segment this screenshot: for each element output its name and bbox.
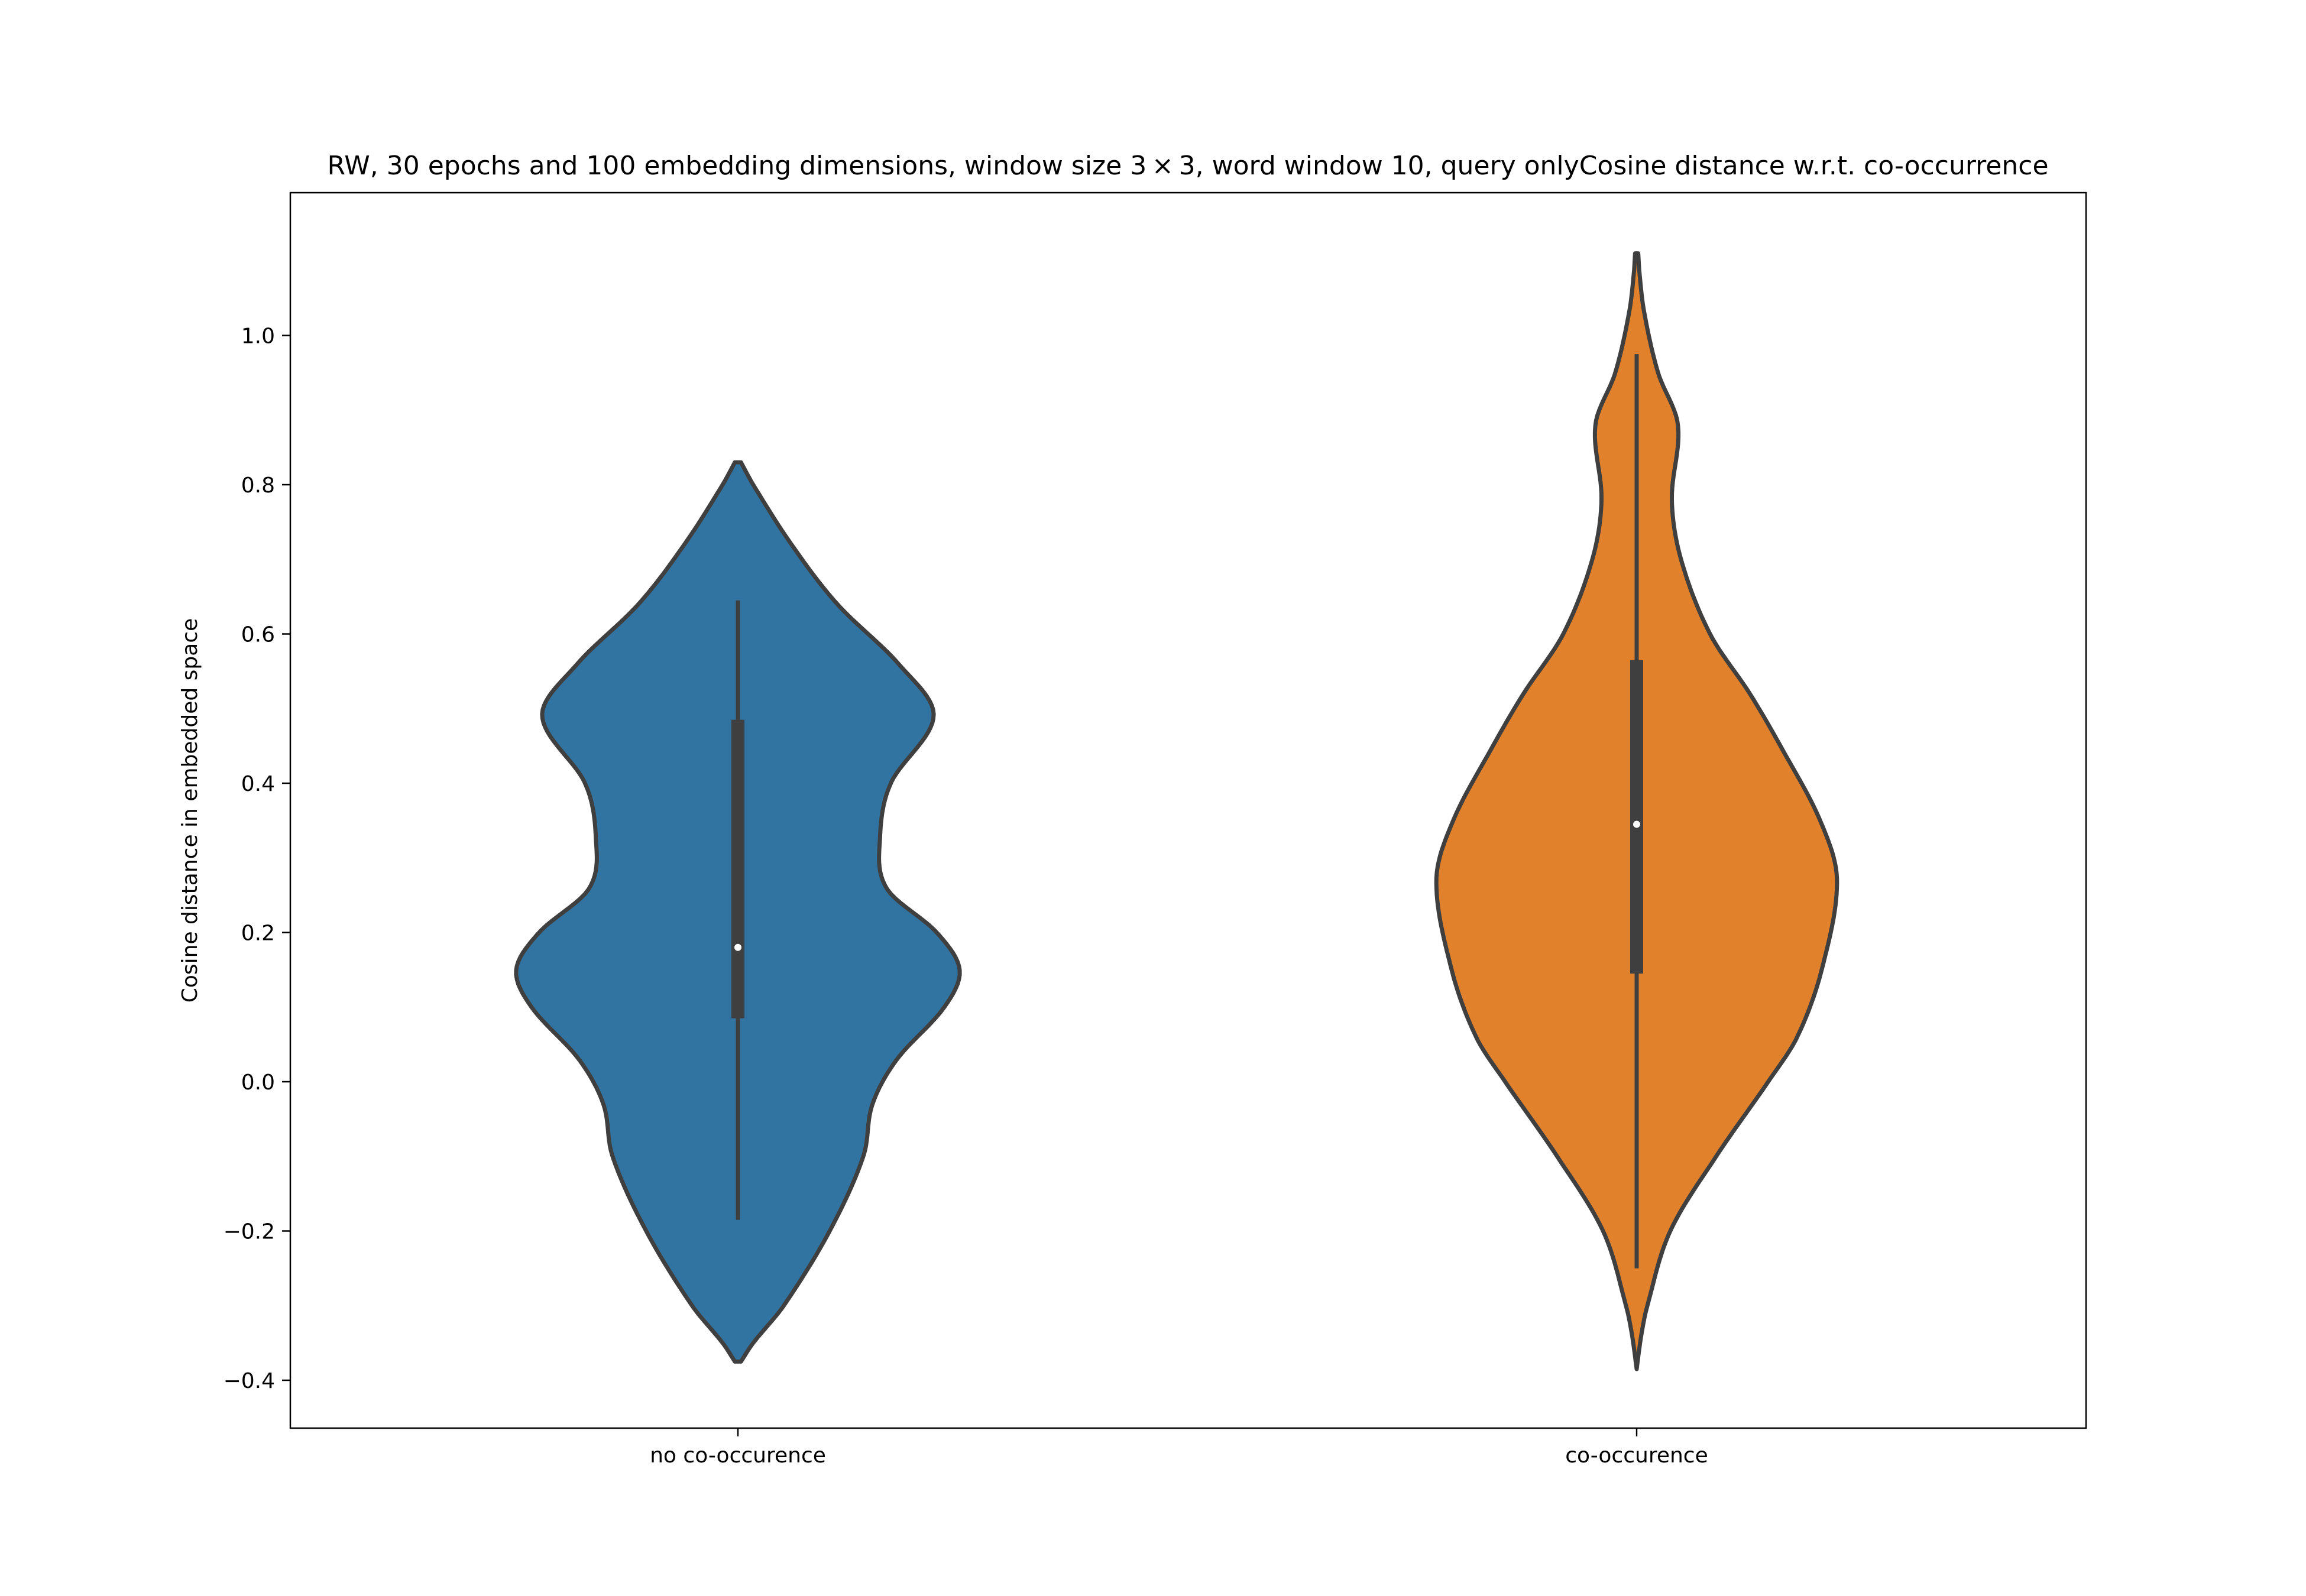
y-tick-label: 1.0 <box>241 325 275 349</box>
y-tick-label: 0.6 <box>241 623 275 647</box>
iqr-box-0 <box>731 719 744 1018</box>
x-tick-label: co-occurence <box>1565 1443 1708 1468</box>
y-tick-label: 0.2 <box>241 922 275 946</box>
y-tick-label: −0.2 <box>224 1220 275 1244</box>
x-tick-label: no co-occurence <box>650 1443 826 1468</box>
x-axis-ticks: no co-occurence co-occurence <box>650 1428 1708 1468</box>
y-tick-label: 0.4 <box>241 772 275 796</box>
iqr-box-1 <box>1630 660 1643 974</box>
y-tick-label: −0.4 <box>224 1369 275 1393</box>
box-inners <box>731 354 1643 1269</box>
y-tick-label: 0.8 <box>241 473 275 498</box>
y-tick-label: 0.0 <box>241 1071 275 1095</box>
y-axis-label: Cosine distance in embedded space <box>178 618 202 1003</box>
y-axis-ticks: −0.4 −0.2 0.0 0.2 0.4 0.6 0.8 1.0 <box>224 325 290 1393</box>
plot-frame <box>289 192 2087 1429</box>
median-point-0 <box>734 943 741 951</box>
chart-title: RW, 30 epochs and 100 embedding dimensio… <box>327 151 2048 181</box>
median-point-1 <box>1633 820 1640 828</box>
